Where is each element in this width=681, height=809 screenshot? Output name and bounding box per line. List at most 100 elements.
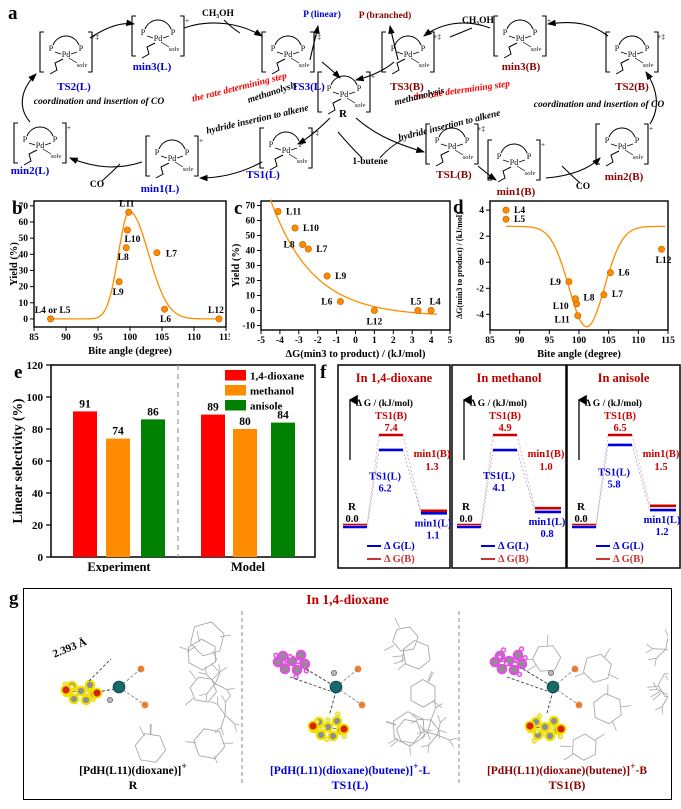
x-tick-label: 85 [485, 336, 495, 346]
structure-name-TS1B: TS1(B) [548, 778, 586, 792]
data-point-L10 [573, 300, 581, 308]
svg-text:P: P [155, 148, 160, 157]
merge-curve [101, 163, 121, 182]
point-label: L12 [656, 256, 672, 266]
diagram-title: In 1,4-dioxane [356, 371, 433, 385]
point-label: L9 [113, 288, 124, 298]
value-min1B: 1.0 [539, 462, 552, 473]
data-point-L12 [215, 315, 223, 323]
cycle-annotation: 1-butene [352, 157, 387, 167]
svg-text:P: P [185, 148, 190, 157]
svg-text:solv: solv [419, 62, 430, 69]
y-tick-label: 10 [246, 292, 256, 302]
merge-curve [449, 27, 473, 38]
y-tick-label: 60 [246, 217, 256, 227]
reaction-arrow [89, 19, 136, 39]
reaction-arrow [321, 61, 341, 79]
svg-text:+‡: +‡ [477, 124, 485, 133]
point-label: L7 [316, 245, 327, 255]
point-label: L6 [321, 298, 332, 308]
data-point-L10 [123, 226, 131, 234]
species-label-TS2B: TS2(B) [615, 81, 649, 93]
point-label: L6 [618, 269, 629, 279]
svg-text:P: P [271, 44, 276, 53]
panel-e-selectivity-bars: 0 20 40 60 80 100 120 Linear selectivity (%) 91 7… [10, 360, 336, 574]
y-tick-label: 2 [479, 232, 484, 242]
x-tick-label: 115 [661, 336, 675, 346]
bar-methanol-Model [233, 429, 257, 557]
svg-text:P: P [635, 136, 640, 145]
x-tick-label: -4 [276, 336, 284, 346]
point-label: L11 [555, 316, 571, 326]
svg-text:+‡: +‡ [311, 128, 319, 137]
value-min1B: 1.5 [654, 462, 667, 473]
svg-text:P: P [141, 28, 146, 37]
data-point-L4 [427, 307, 435, 315]
svg-text:P: P [301, 44, 306, 53]
svg-text:+: + [371, 72, 375, 81]
value-min1L: 1.2 [655, 527, 668, 538]
svg-text:solv: solv [643, 62, 654, 69]
y-tick-label: 50 [19, 234, 29, 244]
svg-text:+: + [185, 16, 189, 25]
x-tick-label: 105 [155, 333, 170, 343]
value-min1L: 1.1 [426, 530, 439, 541]
svg-text:+: + [67, 123, 71, 132]
bar-value-label: 84 [277, 410, 289, 422]
svg-text:P: P [503, 28, 508, 37]
svg-text:+‡: +‡ [433, 32, 441, 41]
label-TS1B: TS1(B) [375, 411, 408, 422]
species-label-R: R [339, 108, 348, 120]
svg-text:Pd: Pd [284, 50, 292, 59]
data-point-L8 [122, 244, 130, 252]
y-tick-label: 40 [246, 247, 256, 257]
point-label: L10 [303, 224, 319, 234]
data-point-L11 [125, 208, 133, 216]
species-label-min1L: min1(L) [141, 183, 180, 195]
y-tick-label: 120 [27, 362, 44, 372]
data-point-L9 [323, 272, 331, 280]
cycle-annotation: CH₃OH [462, 16, 494, 26]
legend-swatch-1,4-dioxane [225, 370, 246, 381]
chart-e: 0 20 40 60 80 100 120 Linear selectivity (%) 91 7… [10, 360, 316, 574]
species-label-TS3B: TS3(B) [390, 81, 424, 93]
x-tick-label: 100 [572, 336, 587, 346]
x-tick-label: 95 [545, 336, 555, 346]
value-TS1B: 7.4 [384, 423, 398, 434]
panel-f-energy-diagrams: In 1,4-dioxane Δ G / (kJ/mol) R 0.0 TS1(B) 7.… [337, 364, 681, 569]
structure-formula-R: [PdH(L11)(dioxane)]+ [79, 761, 187, 777]
svg-text:P: P [645, 44, 650, 53]
svg-text:+‡: +‡ [313, 32, 321, 41]
y-tick-label: 0 [250, 307, 255, 317]
panel-label-g: g [9, 588, 19, 609]
y-tick-label: 4 [479, 206, 484, 216]
y-tick-label: 10 [19, 299, 29, 309]
axes-box [260, 200, 451, 331]
y-tick-label: 50 [246, 232, 256, 242]
svg-text:P: P [533, 28, 538, 37]
svg-text:P: P [465, 136, 470, 145]
x-tick-label: -3 [295, 336, 303, 346]
x-tick-label: -2 [314, 336, 322, 346]
svg-text:+‡: +‡ [657, 32, 665, 41]
structures-canvas: 2.393 Å [51, 611, 668, 785]
structure-TS1B [489, 629, 668, 761]
label-min1B: min1(B) [414, 449, 451, 460]
species-label-min2L: min2(L) [11, 165, 50, 177]
structure-name-TS1L: TS1(L) [331, 778, 369, 792]
label-TS1L: TS1(L) [369, 472, 402, 483]
y-tick-label: -4 [476, 310, 484, 320]
species-label-min3L: min3(L) [133, 61, 172, 73]
cycle-annotation: hydride insertion to alkene [397, 108, 502, 143]
label-min1L: min1(L) [529, 517, 566, 528]
legend-label-methanol: methanol [250, 386, 294, 398]
svg-text:P: P [527, 152, 532, 161]
point-label: L4 or L5 [35, 306, 71, 316]
merge-curve [561, 165, 581, 184]
pd-atom [546, 680, 560, 694]
chart-c: -5 -4 -3 -2 -1 0 1 2 3 4 5-10010203040506070ΔG(min… [231, 199, 453, 360]
